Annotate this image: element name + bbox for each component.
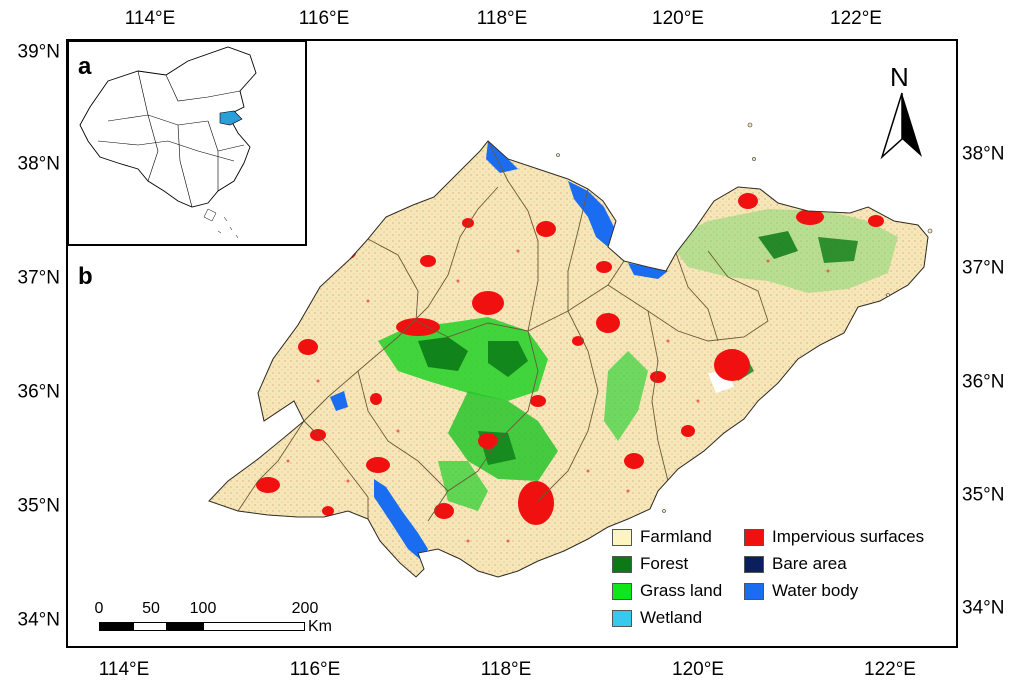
right-tick-38: 38°N: [962, 143, 1005, 165]
scale-segment-3: [167, 622, 203, 631]
scale-segment-1: [99, 622, 133, 631]
province-farmland-base: [208, 140, 929, 578]
left-tick-38: 38°N: [17, 153, 60, 175]
legend-label-grassland: Grass land: [640, 581, 723, 600]
right-tick-35: 35°N: [962, 484, 1005, 506]
top-tick-116: 116°E: [298, 8, 350, 29]
top-tick-114: 114°E: [124, 8, 176, 29]
legend-label-farmland: Farmland: [640, 527, 712, 546]
top-tick-120: 120°E: [652, 8, 704, 29]
bottom-tick-118: 118°E: [480, 659, 532, 680]
legend-swatch-impervious: [744, 528, 764, 546]
left-tick-39: 39°N: [17, 41, 60, 63]
legend-swatch-grassland: [612, 582, 632, 600]
highlighted-shandong: [219, 110, 243, 126]
top-tick-118: 118°E: [476, 8, 528, 29]
scattered-settlements: [286, 249, 830, 543]
scale-tick-100: 100: [189, 600, 217, 617]
forest-areas: [418, 231, 858, 465]
scale-tick-50: 50: [142, 600, 160, 617]
legend-label-water-body: Water body: [772, 581, 859, 600]
legend-item-forest: Forest: [612, 553, 688, 575]
scale-segment-4: [203, 622, 305, 631]
legend: Farmland Forest Grass land Wetland Imper…: [612, 526, 962, 630]
bottom-tick-120: 120°E: [672, 659, 724, 680]
inset-map-china: [68, 41, 307, 246]
left-tick-34: 34°N: [17, 609, 60, 631]
south-china-sea-islands: [217, 216, 239, 239]
right-tick-37: 37°N: [962, 257, 1005, 279]
right-tick-36: 36°N: [962, 371, 1005, 393]
prefecture-boundaries: [237, 141, 769, 522]
scale-tick-0: 0: [94, 600, 104, 617]
scale-bar: 0 50 100 200 Km: [94, 600, 356, 640]
legend-item-grassland: Grass land: [612, 580, 722, 602]
map-frame: a b: [66, 39, 958, 648]
scale-unit: Km: [308, 618, 332, 635]
legend-label-wetland: Wetland: [640, 608, 703, 627]
legend-swatch-water-body: [744, 582, 764, 600]
north-arrow-icon: [880, 92, 922, 160]
bottom-tick-114: 114°E: [98, 659, 150, 680]
legend-item-water-body: Water body: [744, 580, 858, 602]
legend-label-forest: Forest: [640, 554, 689, 573]
legend-item-farmland: Farmland: [612, 526, 712, 548]
legend-item-bare-area: Bare area: [744, 553, 847, 575]
legend-label-impervious: Impervious surfaces: [772, 527, 925, 546]
top-tick-122: 122°E: [830, 8, 882, 29]
main-map: [68, 41, 933, 578]
china-outline: [79, 46, 257, 208]
left-tick-36: 36°N: [17, 381, 60, 403]
left-tick-35: 35°N: [17, 495, 60, 517]
legend-label-bare-area: Bare area: [772, 554, 847, 573]
legend-swatch-forest: [612, 555, 632, 573]
bottom-tick-122: 122°E: [864, 659, 916, 680]
inset-panel-label: a: [78, 53, 92, 80]
china-province-lines: [97, 70, 245, 208]
right-tick-34: 34°N: [962, 597, 1005, 619]
legend-swatch-farmland: [612, 528, 632, 546]
scale-segment-2: [133, 622, 167, 631]
north-arrow-label: N: [890, 62, 909, 92]
islands: [556, 122, 933, 513]
legend-item-impervious: Impervious surfaces: [744, 526, 924, 548]
legend-swatch-bare-area: [744, 555, 764, 573]
main-panel-label: b: [78, 263, 93, 290]
water-bodies: [330, 141, 734, 561]
left-tick-37: 37°N: [17, 267, 60, 289]
bottom-tick-116: 116°E: [289, 659, 341, 680]
legend-swatch-wetland: [612, 609, 632, 627]
hainan-island: [203, 208, 217, 222]
scale-tick-200: 200: [291, 600, 319, 617]
legend-item-wetland: Wetland: [612, 607, 702, 629]
